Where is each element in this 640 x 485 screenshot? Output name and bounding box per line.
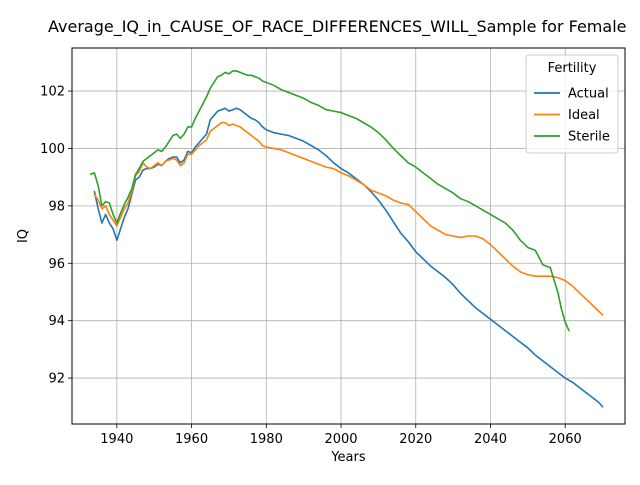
y-tick-label: 94 — [48, 314, 65, 329]
legend-label-actual: Actual — [568, 87, 609, 102]
chart-title: Average_IQ_in_CAUSE_OF_RACE_DIFFERENCES_… — [48, 17, 626, 37]
y-axis-label: IQ — [16, 229, 31, 243]
series-lines — [89, 70, 604, 408]
series-line-actual — [93, 107, 604, 408]
legend-label-ideal: Ideal — [568, 108, 600, 123]
y-tick-label: 100 — [40, 142, 65, 157]
x-tick-label: 2060 — [549, 432, 582, 447]
series-line-sterile — [89, 70, 570, 332]
legend-box — [525, 54, 619, 154]
x-axis-label: Years — [330, 450, 366, 465]
y-tick-label: 102 — [40, 85, 65, 100]
y-tick-label: 96 — [48, 257, 65, 272]
legend-label-sterile: Sterile — [568, 130, 610, 145]
x-tick-label: 1940 — [100, 432, 133, 447]
axis-ticks: 1940 1960 1980 2000 2020 2040 2060 92 94 96 98 100 1… — [40, 85, 582, 447]
y-tick-label: 92 — [48, 372, 65, 387]
plot-frame — [71, 47, 626, 425]
series-line-ideal — [93, 121, 604, 316]
legend: Fertility Actual Ideal Sterile — [525, 54, 619, 154]
legend-entries: Actual Ideal Sterile — [534, 87, 610, 145]
x-tick-label: 2040 — [474, 432, 507, 447]
x-tick-label: 2000 — [324, 432, 357, 447]
y-tick-label: 98 — [48, 199, 65, 214]
x-tick-label: 1980 — [250, 432, 283, 447]
x-tick-label: 2020 — [399, 432, 432, 447]
x-tick-label: 1960 — [175, 432, 208, 447]
legend-title: Fertility — [548, 61, 597, 76]
